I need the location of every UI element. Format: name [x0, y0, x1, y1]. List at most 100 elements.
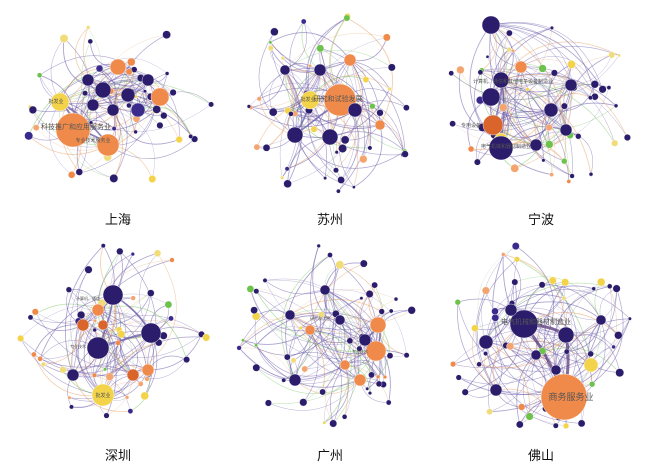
edge: [510, 307, 591, 354]
edge: [28, 66, 119, 136]
network-node: [125, 68, 133, 76]
edge: [112, 109, 155, 180]
edge: [94, 329, 149, 371]
network-node: [557, 326, 575, 344]
edge: [500, 59, 595, 85]
network-node: [375, 380, 383, 388]
edge: [39, 294, 114, 359]
network-node: [545, 140, 554, 149]
edge: [324, 289, 407, 356]
network-node: [105, 372, 114, 381]
edge: [87, 58, 168, 81]
network-node: [284, 166, 290, 172]
network-node: [587, 350, 594, 358]
network-node: [376, 109, 384, 117]
edge: [72, 374, 131, 412]
edge: [485, 341, 531, 417]
edge: [553, 285, 610, 371]
network-node: [262, 277, 268, 283]
node-labels-foshan: 商务服务业 电气机械和器材制造业: [501, 317, 594, 403]
edge: [238, 347, 346, 380]
network-node: [130, 295, 136, 301]
network-node: [448, 70, 455, 76]
network-node: [595, 314, 607, 326]
network-node: [160, 111, 168, 120]
edge: [480, 72, 572, 93]
network-node: [340, 135, 350, 145]
edge: [309, 327, 360, 349]
edge: [119, 251, 157, 371]
network-node: [188, 133, 194, 139]
network-node: [126, 368, 140, 382]
network-node: [50, 92, 70, 112]
edge: [308, 109, 381, 129]
network-node: [59, 366, 67, 374]
network-node: [140, 322, 162, 344]
network-node: [208, 101, 215, 108]
nodes-shanghai: [24, 25, 215, 183]
edge: [270, 42, 351, 70]
network-node: [343, 14, 351, 22]
edge: [75, 27, 89, 81]
edge: [520, 66, 573, 177]
network-node: [268, 107, 278, 117]
network-node: [476, 361, 482, 367]
panel-title-shanghai: 上海: [105, 213, 131, 228]
network-node: [82, 90, 89, 97]
network-node: [525, 412, 534, 421]
network-node: [611, 139, 619, 147]
network-node: [481, 286, 490, 295]
network-node: [169, 88, 177, 96]
network-node: [236, 345, 242, 351]
network-node: [552, 422, 559, 429]
edge: [147, 334, 202, 371]
network-node: [378, 308, 385, 315]
network-node: [548, 276, 557, 285]
node-label: 电气机械和器材制造业: [501, 317, 571, 326]
edge: [319, 69, 372, 148]
edge: [92, 101, 195, 140]
edge: [490, 24, 596, 97]
network-node: [94, 81, 112, 99]
edge: [479, 84, 572, 116]
network-node: [538, 64, 547, 73]
edge: [294, 297, 362, 381]
edge: [345, 124, 381, 141]
network-node: [59, 34, 69, 43]
edge: [259, 87, 381, 126]
network-node: [491, 313, 500, 322]
network-node: [102, 284, 124, 306]
network-node: [31, 308, 39, 316]
network-node: [467, 145, 475, 153]
edge: [339, 264, 378, 352]
edge: [62, 38, 104, 91]
network-node: [561, 278, 570, 287]
network-node: [141, 363, 155, 377]
network-node: [335, 260, 345, 270]
network-node: [133, 129, 138, 135]
network-node: [461, 388, 469, 396]
edge: [322, 289, 346, 393]
node-label: 专业技术: [352, 348, 368, 354]
node-label: 计算机、通信: [76, 295, 100, 301]
edge: [289, 21, 311, 101]
network-node: [525, 87, 530, 92]
edge: [289, 299, 382, 316]
edge: [132, 359, 187, 380]
network-node: [117, 330, 126, 339]
network-node: [359, 259, 368, 268]
edge: [248, 69, 321, 108]
network-node: [492, 71, 510, 89]
network-node: [175, 135, 183, 144]
edge: [281, 69, 299, 178]
network-node: [308, 64, 312, 68]
edge: [555, 318, 631, 371]
network-node: [386, 352, 394, 360]
edge: [458, 334, 567, 385]
network-node: [144, 376, 150, 382]
network-node: [385, 399, 392, 406]
network-node: [549, 172, 554, 177]
network-node: [32, 124, 40, 131]
